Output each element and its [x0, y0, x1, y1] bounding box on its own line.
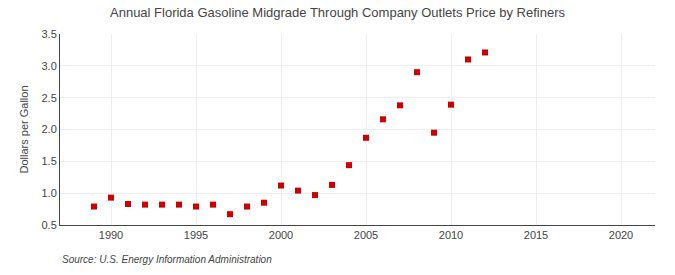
svg-text:2.0: 2.0 — [42, 123, 57, 135]
svg-text:Source: U.S. Energy Informatio: Source: U.S. Energy Information Administ… — [62, 254, 272, 265]
svg-text:0.5: 0.5 — [42, 219, 57, 231]
svg-text:3.5: 3.5 — [42, 28, 57, 40]
svg-text:Annual Florida Gasoline Midgra: Annual Florida Gasoline Midgrade Through… — [110, 5, 565, 20]
svg-text:3.0: 3.0 — [42, 60, 57, 72]
svg-text:1995: 1995 — [184, 229, 208, 241]
svg-text:2.5: 2.5 — [42, 92, 57, 104]
svg-text:2000: 2000 — [269, 229, 293, 241]
svg-text:Dollars per Gallon: Dollars per Gallon — [18, 85, 30, 173]
svg-text:1.5: 1.5 — [42, 155, 57, 167]
svg-text:1.0: 1.0 — [42, 187, 57, 199]
svg-text:1990: 1990 — [99, 229, 123, 241]
svg-text:2010: 2010 — [439, 229, 463, 241]
svg-text:2015: 2015 — [524, 229, 548, 241]
svg-text:2020: 2020 — [609, 229, 633, 241]
svg-text:2005: 2005 — [354, 229, 378, 241]
